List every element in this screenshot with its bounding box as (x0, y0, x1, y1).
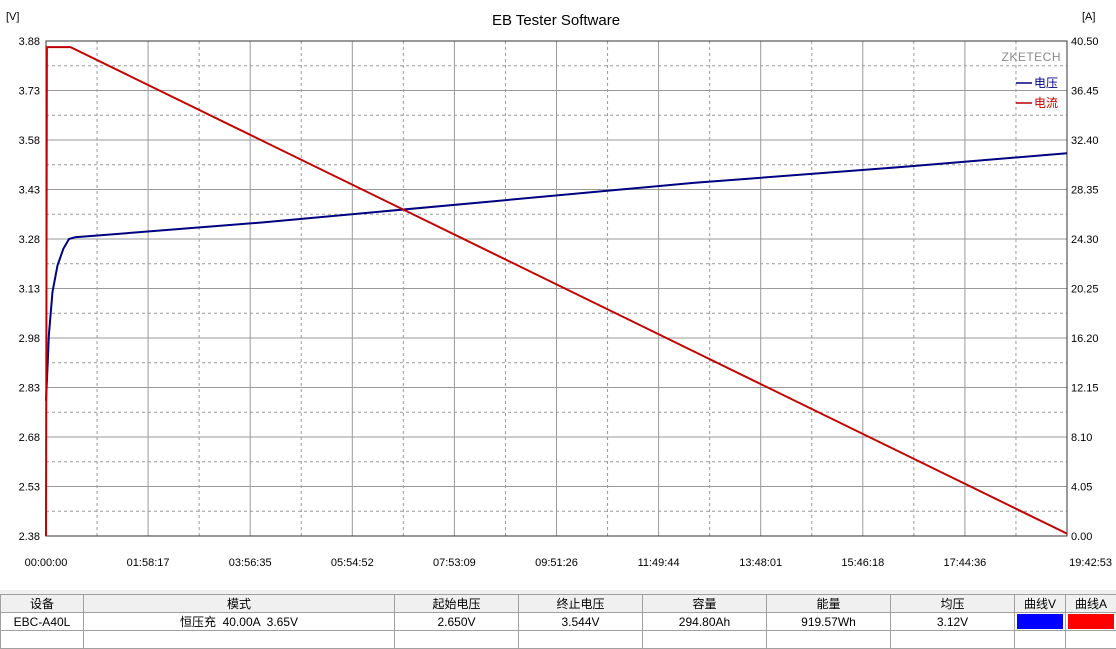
left-tick-label: 2.98 (19, 333, 40, 345)
curve-a-color-swatch[interactable] (1068, 614, 1114, 629)
left-axis-unit: [V] (6, 11, 19, 23)
right-tick-label: 40.50 (1071, 36, 1099, 48)
x-tick-label: 09:51:26 (535, 557, 578, 569)
chart: EB Tester Software [V] [A] 3.883.733.583… (6, 11, 1112, 569)
table-empty-row (0, 630, 1116, 649)
right-tick-label: 32.40 (1071, 135, 1099, 147)
left-tick-label: 2.83 (19, 383, 40, 395)
right-tick-label: 36.45 (1071, 86, 1099, 98)
left-tick-label: 3.43 (19, 185, 40, 197)
cell-avg-voltage[interactable]: 3.12V (890, 612, 1015, 631)
left-tick-label: 3.58 (19, 135, 40, 147)
right-tick-label: 24.30 (1071, 234, 1099, 246)
x-tick-label: 15:46:18 (841, 557, 884, 569)
header-avg-voltage: 均压 (890, 594, 1015, 613)
right-tick-label: 20.25 (1071, 284, 1099, 296)
right-axis-unit: [A] (1082, 11, 1095, 23)
left-tick-label: 3.88 (19, 36, 40, 48)
left-tick-label: 2.38 (19, 531, 40, 543)
left-tick-label: 3.28 (19, 234, 40, 246)
x-tick-label: 01:58:17 (127, 557, 170, 569)
right-tick-label: 4.05 (1071, 482, 1092, 494)
header-start-voltage: 起始电压 (394, 594, 519, 613)
right-tick-label: 28.35 (1071, 185, 1099, 197)
curve-v-color-swatch[interactable] (1017, 614, 1063, 629)
x-tick-label: 07:53:09 (433, 557, 476, 569)
table-header-row: 设备 模式 起始电压 终止电压 容量 能量 均压 曲线V 曲线A (0, 594, 1116, 613)
cell-energy[interactable]: 919.57Wh (766, 612, 891, 631)
header-end-voltage: 终止电压 (518, 594, 643, 613)
header-energy: 能量 (766, 594, 891, 613)
right-tick-label: 12.15 (1071, 383, 1099, 395)
cell-device[interactable]: EBC-A40L (0, 612, 84, 631)
watermark: ZKETECH (1001, 50, 1061, 64)
x-tick-label: 05:54:52 (331, 557, 374, 569)
left-tick-label: 2.53 (19, 482, 40, 494)
header-curve-v: 曲线V (1014, 594, 1066, 613)
x-tick-label: 13:48:01 (739, 557, 782, 569)
series-layer (45, 46, 1068, 537)
left-tick-label: 3.73 (19, 86, 40, 98)
header-curve-a: 曲线A (1065, 594, 1116, 613)
cell-mode[interactable]: 恒压充 40.00A 3.65V (83, 612, 395, 631)
right-tick-label: 16.20 (1071, 333, 1099, 345)
series-line-current (45, 46, 1068, 537)
left-tick-label: 3.13 (19, 284, 40, 296)
x-tick-label: 11:49:44 (638, 557, 680, 569)
series-line-voltage (45, 152, 1068, 401)
axis-labels: 3.88 3.73 3.58 3.43 3.28 3.13 2.98 2.83 2.68 2.53… (19, 36, 1112, 569)
x-tick-label: 19:42:53 (1069, 557, 1112, 569)
right-tick-label: 0.00 (1071, 531, 1092, 543)
chart-title: EB Tester Software (492, 12, 620, 29)
legend-label: 电流 (1034, 96, 1058, 110)
left-tick-label: 2.68 (19, 432, 40, 444)
header-capacity: 容量 (642, 594, 767, 613)
info-table: 设备 模式 起始电压 终止电压 容量 能量 均压 曲线V 曲线A EBC-A40… (0, 594, 1116, 649)
header-mode: 模式 (83, 594, 395, 613)
info-panel: 设备 模式 起始电压 终止电压 容量 能量 均压 曲线V 曲线A EBC-A40… (0, 590, 1116, 649)
x-tick-label: 00:00:00 (25, 557, 68, 569)
x-tick-label: 17:44:36 (943, 557, 986, 569)
table-row[interactable]: EBC-A40L 恒压充 40.00A 3.65V 2.650V 3.544V … (0, 612, 1116, 631)
x-tick-label: 03:56:35 (229, 557, 272, 569)
legend-label: 电压 (1034, 76, 1058, 90)
grid-lines (45, 40, 1068, 537)
cell-curve-a-swatch[interactable] (1065, 612, 1116, 631)
header-device: 设备 (0, 594, 84, 613)
cell-curve-v-swatch[interactable] (1014, 612, 1066, 631)
cell-start-voltage[interactable]: 2.650V (394, 612, 519, 631)
cell-end-voltage[interactable]: 3.544V (518, 612, 643, 631)
right-tick-label: 8.10 (1071, 432, 1092, 444)
cell-capacity[interactable]: 294.80Ah (642, 612, 767, 631)
